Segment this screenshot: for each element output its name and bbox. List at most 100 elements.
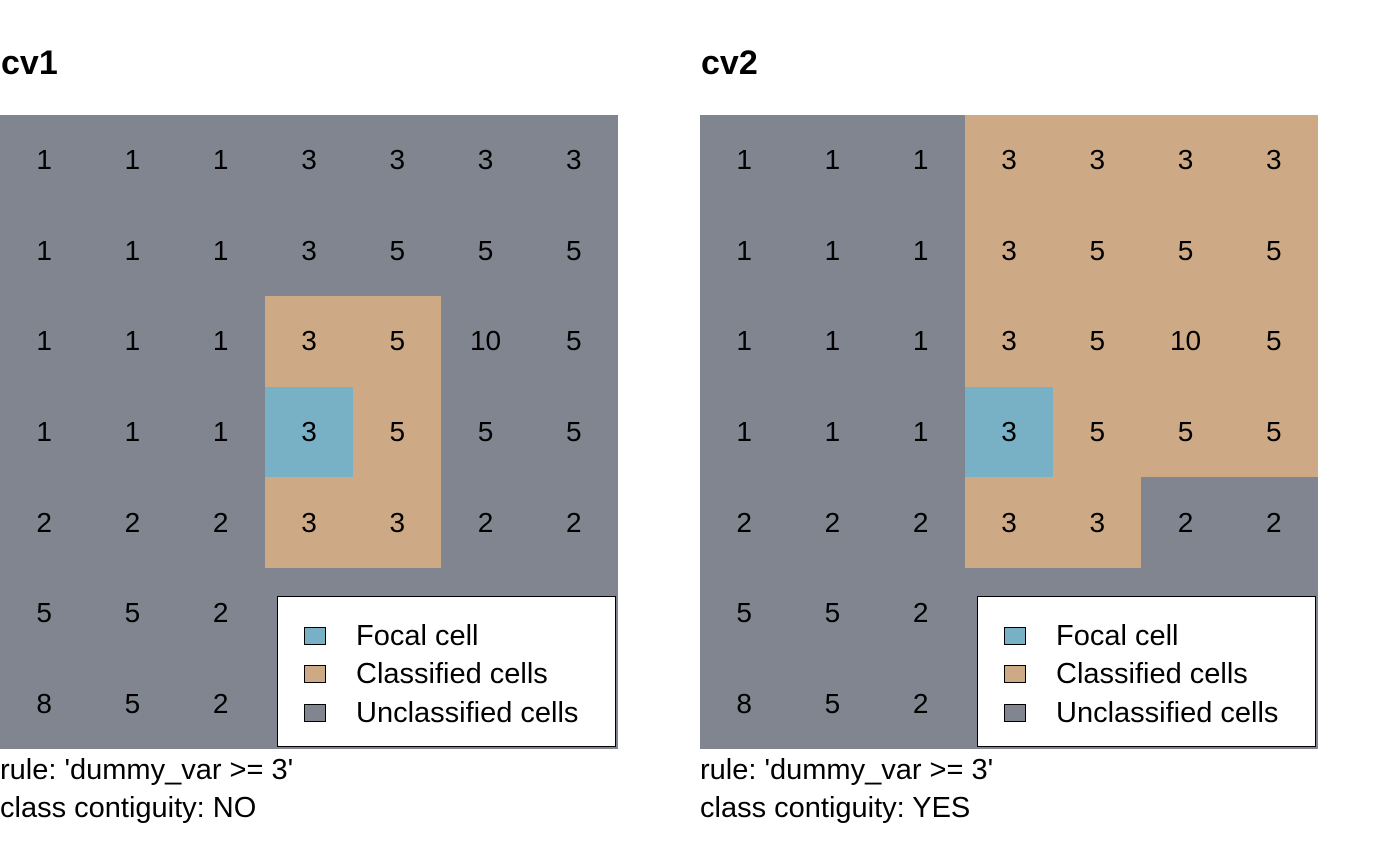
cell-focal: 3 — [264, 386, 354, 478]
cell-unclassified: 2 — [788, 477, 877, 568]
panel-title: cv2 — [701, 44, 758, 82]
cell-classified: 3 — [1229, 115, 1318, 206]
cell-unclassified: 1 — [700, 205, 789, 297]
cell-unclassified: 1 — [176, 115, 265, 206]
cell-classified: 3 — [353, 477, 442, 568]
rule-caption: rule: 'dummy_var >= 3' — [700, 754, 994, 786]
cell-unclassified: 1 — [788, 386, 877, 478]
cell-classified: 5 — [353, 386, 442, 478]
focal-swatch — [304, 627, 326, 645]
cell-unclassified: 1 — [700, 115, 789, 206]
cell-unclassified: 1 — [788, 205, 877, 297]
panel-title: cv1 — [1, 44, 58, 82]
cell-classified: 5 — [1229, 205, 1318, 297]
cell-unclassified: 1 — [176, 386, 265, 478]
cell-unclassified: 2 — [529, 477, 618, 568]
legend-item-classified: Classified cells — [1004, 658, 1248, 690]
raster-grid: 1 1 1 3 3 3 3 1 1 1 3 5 5 5 1 1 1 3 5 10 5 1 1 1 3 5 5 5 2 2 2 3 3 2 2 5 5 2 8… — [0, 115, 618, 749]
cell-unclassified: 1 — [0, 296, 89, 387]
cell-focal: 3 — [964, 386, 1054, 478]
cell-classified: 5 — [1053, 205, 1142, 297]
cell-unclassified: 1 — [176, 296, 265, 387]
cell-unclassified: 5 — [88, 658, 177, 749]
cell-unclassified: 1 — [0, 205, 89, 297]
cell-unclassified: 2 — [876, 658, 965, 749]
cell-classified: 5 — [1229, 386, 1318, 478]
cell-unclassified: 3 — [441, 115, 530, 206]
cell-unclassified: 1 — [176, 205, 265, 297]
contiguity-caption: class contiguity: NO — [0, 792, 257, 824]
cell-unclassified: 2 — [876, 567, 965, 659]
cell-unclassified: 2 — [1229, 477, 1318, 568]
cell-unclassified: 2 — [700, 477, 789, 568]
cell-unclassified: 1 — [876, 296, 965, 387]
unclassified-swatch — [304, 704, 326, 722]
cell-unclassified: 3 — [264, 115, 354, 206]
cell-classified: 3 — [964, 205, 1054, 297]
cell-classified: 10 — [1141, 296, 1230, 387]
raster-grid: 1 1 1 3 3 3 3 1 1 1 3 5 5 5 1 1 1 3 5 10 5 1 1 1 3 5 5 5 2 2 2 3 3 2 2 5 5 2 8… — [700, 115, 1318, 749]
cell-classified: 3 — [264, 477, 354, 568]
cell-unclassified: 3 — [529, 115, 618, 206]
cell-unclassified: 1 — [0, 386, 89, 478]
cell-unclassified: 2 — [176, 477, 265, 568]
cell-unclassified: 1 — [788, 115, 877, 206]
cell-unclassified: 8 — [700, 658, 789, 749]
focal-swatch — [1004, 627, 1026, 645]
cell-classified: 5 — [1053, 386, 1142, 478]
cell-unclassified: 1 — [876, 115, 965, 206]
cell-unclassified: 5 — [529, 386, 618, 478]
cell-unclassified: 1 — [700, 386, 789, 478]
legend-label: Unclassified cells — [356, 697, 579, 729]
legend-label: Unclassified cells — [1056, 697, 1279, 729]
cell-classified: 3 — [264, 296, 354, 387]
cell-unclassified: 5 — [441, 386, 530, 478]
legend-label: Focal cell — [1056, 620, 1179, 652]
cell-classified: 3 — [964, 296, 1054, 387]
cell-classified: 5 — [1053, 296, 1142, 387]
cell-unclassified: 1 — [88, 296, 177, 387]
cell-unclassified: 5 — [788, 567, 877, 659]
cell-unclassified: 3 — [353, 115, 442, 206]
cell-classified: 5 — [1141, 205, 1230, 297]
cell-unclassified: 2 — [88, 477, 177, 568]
cell-classified: 3 — [1053, 115, 1142, 206]
legend-item-unclassified: Unclassified cells — [304, 697, 578, 729]
legend: Focal cell Classified cells Unclassified… — [277, 596, 616, 747]
cell-unclassified: 1 — [876, 205, 965, 297]
cell-unclassified: 2 — [876, 477, 965, 568]
cell-unclassified: 2 — [441, 477, 530, 568]
cell-classified: 5 — [1141, 386, 1230, 478]
cell-unclassified: 5 — [441, 205, 530, 297]
cell-unclassified: 3 — [264, 205, 354, 297]
cell-classified: 3 — [964, 115, 1054, 206]
legend-label: Focal cell — [356, 620, 479, 652]
cell-unclassified: 5 — [353, 205, 442, 297]
legend-item-focal: Focal cell — [304, 620, 479, 652]
cell-unclassified: 8 — [0, 658, 89, 749]
cell-unclassified: 5 — [788, 658, 877, 749]
cell-unclassified: 1 — [88, 115, 177, 206]
cell-unclassified: 1 — [700, 296, 789, 387]
unclassified-swatch — [1004, 704, 1026, 722]
cell-unclassified: 5 — [529, 296, 618, 387]
legend-label: Classified cells — [356, 658, 548, 690]
legend-item-unclassified: Unclassified cells — [1004, 697, 1278, 729]
cell-classified: 3 — [964, 477, 1054, 568]
contiguity-caption: class contiguity: YES — [700, 792, 971, 824]
panel-cv1: cv1 1 1 1 3 3 3 3 1 1 1 3 5 5 5 1 1 1 3 5 10 5 1 1 1 3 5 5 5 2 2 2 3 3 2 2… — [0, 0, 660, 865]
rule-caption: rule: 'dummy_var >= 3' — [0, 754, 294, 786]
cell-unclassified: 2 — [176, 567, 265, 659]
cell-classified: 3 — [1053, 477, 1142, 568]
cell-unclassified: 1 — [88, 386, 177, 478]
cell-unclassified: 1 — [88, 205, 177, 297]
classified-swatch — [304, 665, 326, 683]
cell-unclassified: 10 — [441, 296, 530, 387]
legend: Focal cell Classified cells Unclassified… — [977, 596, 1316, 747]
cell-unclassified: 5 — [88, 567, 177, 659]
legend-item-classified: Classified cells — [304, 658, 548, 690]
cell-unclassified: 1 — [0, 115, 89, 206]
panel-cv2: cv2 1 1 1 3 3 3 3 1 1 1 3 5 5 5 1 1 1 3 5 10 5 1 1 1 3 5 5 5 2 2 2 3 3 2 2… — [700, 0, 1360, 865]
cell-unclassified: 5 — [700, 567, 789, 659]
cell-unclassified: 1 — [876, 386, 965, 478]
